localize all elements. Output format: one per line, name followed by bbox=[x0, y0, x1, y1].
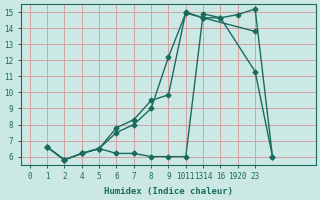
X-axis label: Humidex (Indice chaleur): Humidex (Indice chaleur) bbox=[104, 187, 233, 196]
